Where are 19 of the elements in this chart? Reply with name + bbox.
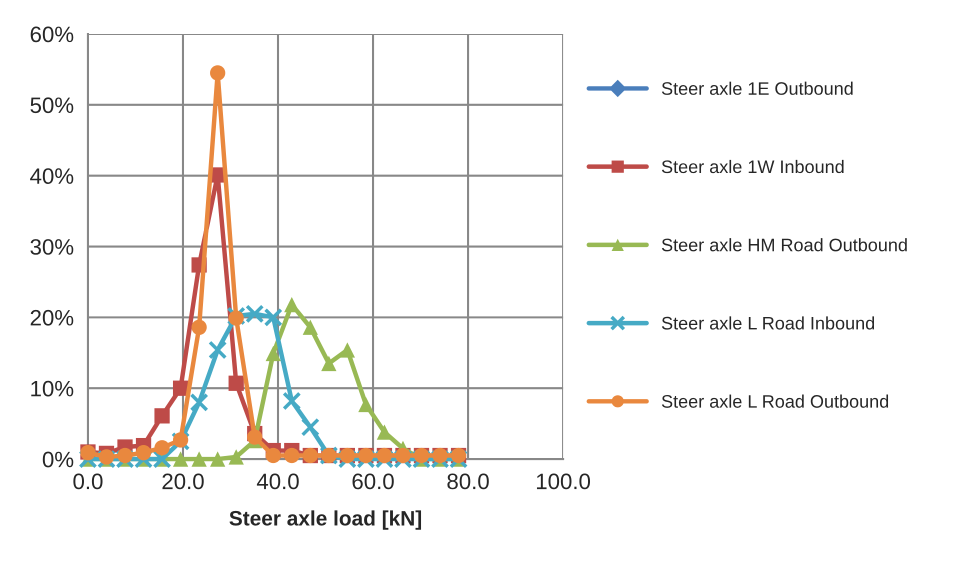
legend-label: Steer axle L Road Inbound [662, 316, 874, 330]
legend-label: Steer axle L Road Outbound [662, 394, 888, 408]
x-tick-label: 80.0 [447, 474, 489, 490]
y-tick-label: 60% [30, 26, 74, 42]
x-tick-label: 100.0 [536, 474, 590, 490]
x-tick-label: 20.0 [162, 474, 204, 490]
y-tick-label: 0% [42, 452, 74, 468]
x-tick-label: 60.0 [352, 474, 394, 490]
y-tick-label: 30% [30, 239, 74, 255]
legend-label: Steer axle 1E Outbound [662, 82, 853, 95]
x-axis-title: Steer axle load [kN] [229, 510, 422, 530]
legend-label: Steer axle HM Road Outbound [662, 238, 907, 252]
y-tick-label: 20% [30, 310, 74, 326]
y-tick-label: 10% [31, 380, 74, 396]
x-tick-label: 0.0 [73, 474, 103, 490]
y-tick-label: 50% [30, 97, 74, 114]
y-tick-label: 40% [30, 168, 74, 184]
legend-label: Steer axle 1W Inbound [662, 160, 844, 174]
x-tick-label: 40.0 [256, 474, 299, 490]
